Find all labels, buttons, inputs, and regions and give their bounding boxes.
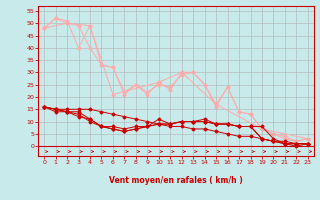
- X-axis label: Vent moyen/en rafales ( km/h ): Vent moyen/en rafales ( km/h ): [109, 176, 243, 185]
